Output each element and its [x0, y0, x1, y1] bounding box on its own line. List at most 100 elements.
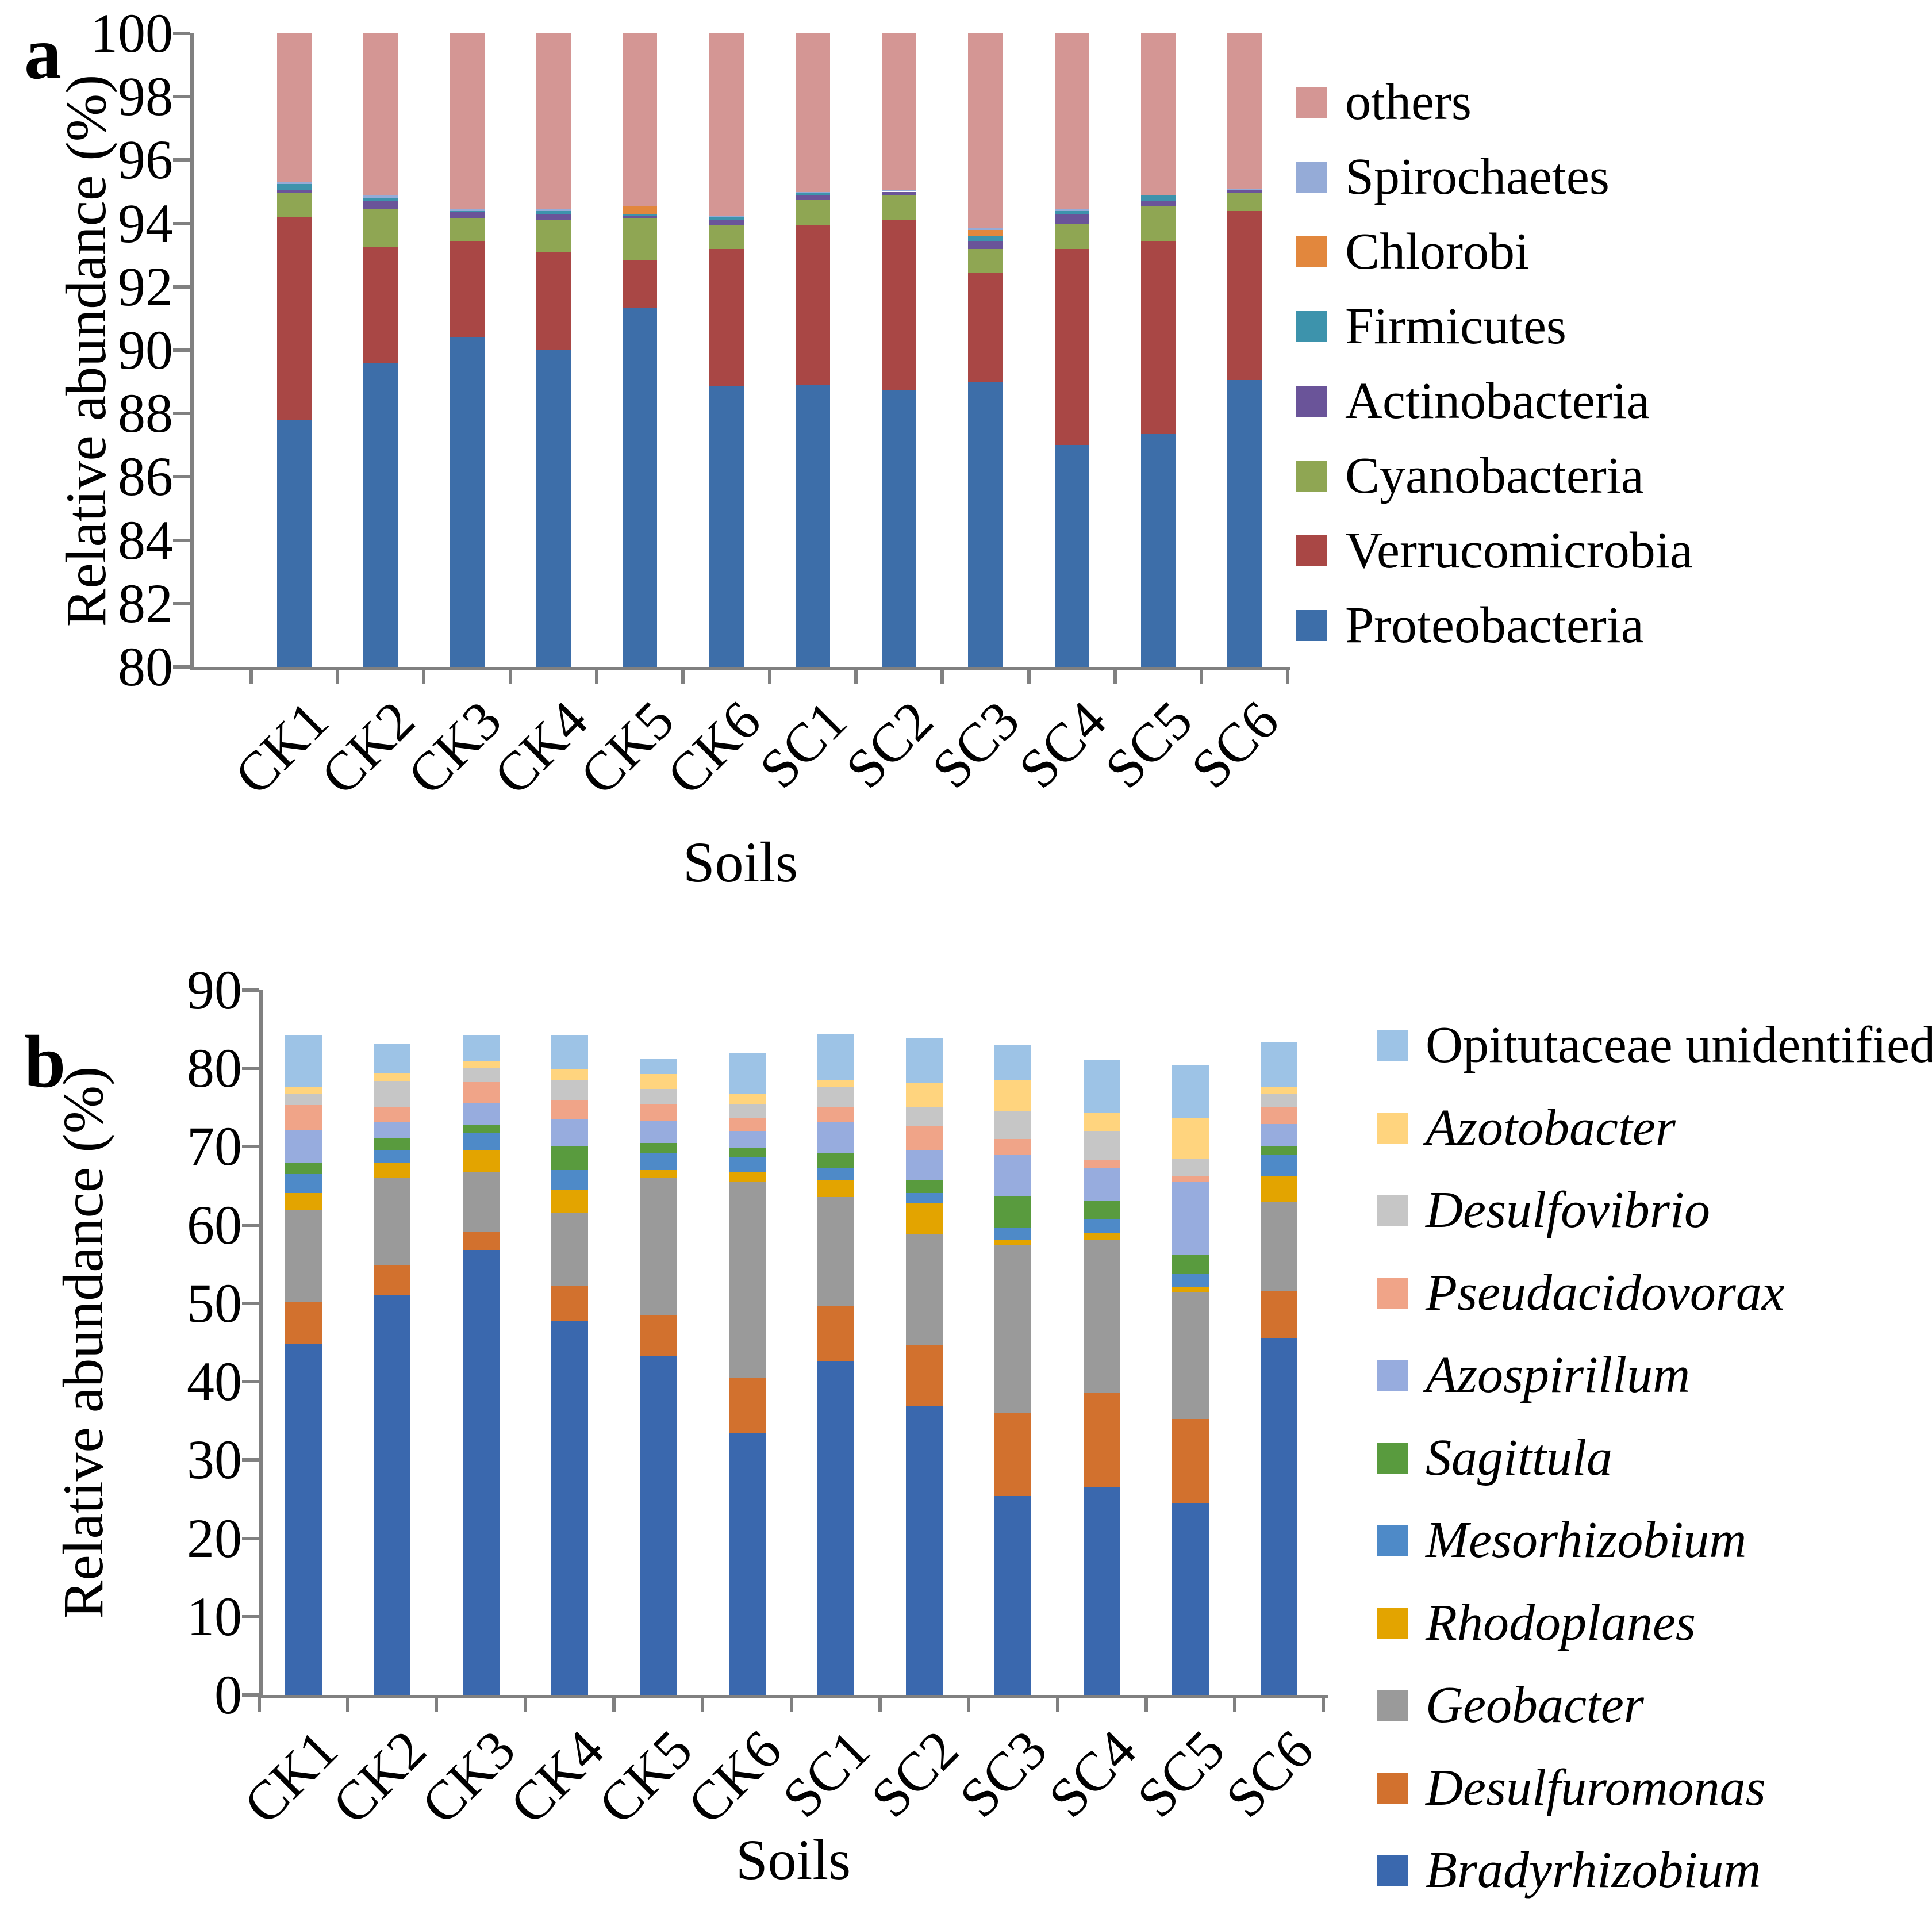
bar-segment: [817, 1152, 854, 1168]
bar-segment: [536, 210, 571, 214]
y-tick: [173, 475, 190, 479]
y-tick: [173, 285, 190, 289]
legend-label: Azotobacter: [1426, 1099, 1676, 1156]
bar-segment: [968, 273, 1003, 382]
y-tick-label: 92: [118, 255, 173, 317]
y-tick-label: 90: [118, 319, 173, 381]
y-tick-label: 86: [118, 446, 173, 508]
bar-segment: [1083, 1219, 1120, 1233]
bar-segment: [623, 214, 658, 216]
bar-segment: [462, 1232, 500, 1251]
bar-segment: [1054, 214, 1089, 224]
legend-label: Spirochaetes: [1345, 148, 1610, 205]
x-tick: [681, 667, 685, 684]
y-tick: [173, 538, 190, 542]
bar-segment: [450, 212, 485, 219]
bar-segment: [450, 240, 485, 337]
legend-swatch: [1296, 311, 1327, 342]
legend-label: Verrucomicrobia: [1345, 522, 1693, 579]
bar-segment: [795, 200, 830, 225]
x-tick: [1055, 1695, 1059, 1712]
bar-segment: [277, 190, 312, 194]
bar-segment: [1172, 1065, 1209, 1118]
legend-swatch: [1377, 1442, 1408, 1474]
x-tick: [940, 667, 944, 684]
x-tick: [1144, 1695, 1148, 1712]
bar-segment: [462, 1035, 500, 1061]
bar-segment: [795, 33, 830, 192]
y-tick: [242, 988, 259, 992]
x-tick: [854, 667, 858, 684]
y-tick: [242, 1693, 259, 1697]
bar-segment: [1054, 223, 1089, 249]
x-tick: [967, 1695, 971, 1712]
bar-segment: [817, 1121, 854, 1153]
bar-segment: [882, 195, 917, 221]
bar-segment: [374, 1081, 411, 1107]
bar-segment: [640, 1315, 677, 1356]
bar-segment: [1172, 1274, 1209, 1287]
bar-segment: [640, 1170, 677, 1178]
bar-segment: [462, 1060, 500, 1068]
y-tick: [173, 665, 190, 669]
y-tick-label: 20: [187, 1507, 242, 1569]
bar-segment: [1141, 33, 1176, 195]
bar-segment: [551, 1119, 588, 1146]
bar-segment: [1083, 1201, 1120, 1220]
x-tick: [508, 667, 512, 684]
bar-segment: [1083, 1240, 1120, 1393]
bar-segment: [551, 1321, 588, 1695]
bar-segment: [994, 1245, 1032, 1413]
bar-segment: [462, 1125, 500, 1133]
legend-swatch: [1296, 236, 1327, 267]
bar-segment: [1054, 209, 1089, 211]
bar-segment: [1172, 1254, 1209, 1274]
bar-segment: [1083, 1233, 1120, 1240]
bar-segment: [1083, 1487, 1120, 1695]
bar-segment: [363, 247, 398, 363]
x-tick: [435, 1695, 439, 1712]
bar-segment: [795, 225, 830, 385]
y-axis-line: [190, 33, 194, 670]
bar-segment: [285, 1174, 322, 1193]
legend-label: Actinobacteria: [1345, 373, 1650, 429]
bar-segment: [1227, 188, 1262, 190]
bar-segment: [1141, 240, 1176, 434]
bar-segment: [882, 191, 917, 195]
bar-segment: [536, 209, 571, 211]
y-tick-label: 10: [187, 1585, 242, 1647]
bar-segment: [906, 1082, 943, 1108]
bar-segment: [462, 1082, 500, 1103]
y-tick-label: 80: [118, 636, 173, 697]
bar-segment: [623, 218, 658, 260]
bar-segment: [450, 209, 485, 211]
bar-segment: [968, 382, 1003, 667]
bar-segment: [462, 1250, 500, 1695]
legend-label: Rhodoplanes: [1426, 1594, 1696, 1651]
bar-segment: [1172, 1176, 1209, 1183]
legend-label: Opitutaceae unidentified: [1426, 1017, 1932, 1073]
legend-swatch: [1377, 1360, 1408, 1391]
bar-segment: [536, 350, 571, 667]
y-tick: [242, 1614, 259, 1618]
x-tick: [336, 667, 340, 684]
bar-segment: [623, 259, 658, 308]
bar-segment: [728, 1157, 766, 1173]
bar-segment: [462, 1133, 500, 1151]
legend-swatch: [1296, 87, 1327, 118]
legend-label: Sagittula: [1426, 1429, 1613, 1486]
bar-segment: [709, 215, 744, 217]
bar-segment: [709, 386, 744, 667]
bar-segment: [968, 229, 1003, 236]
y-tick: [173, 412, 190, 416]
bar-segment: [1083, 1131, 1120, 1160]
panel-b-x-axis-title: Soils: [735, 1828, 851, 1892]
legend-label: Pseudacidovorax: [1426, 1264, 1785, 1321]
legend-swatch: [1377, 1525, 1408, 1556]
bar-segment: [285, 1344, 322, 1695]
bar-segment: [817, 1180, 854, 1197]
bar-segment: [450, 33, 485, 209]
legend-label: Mesorhizobium: [1426, 1512, 1747, 1568]
y-tick: [242, 1536, 259, 1540]
